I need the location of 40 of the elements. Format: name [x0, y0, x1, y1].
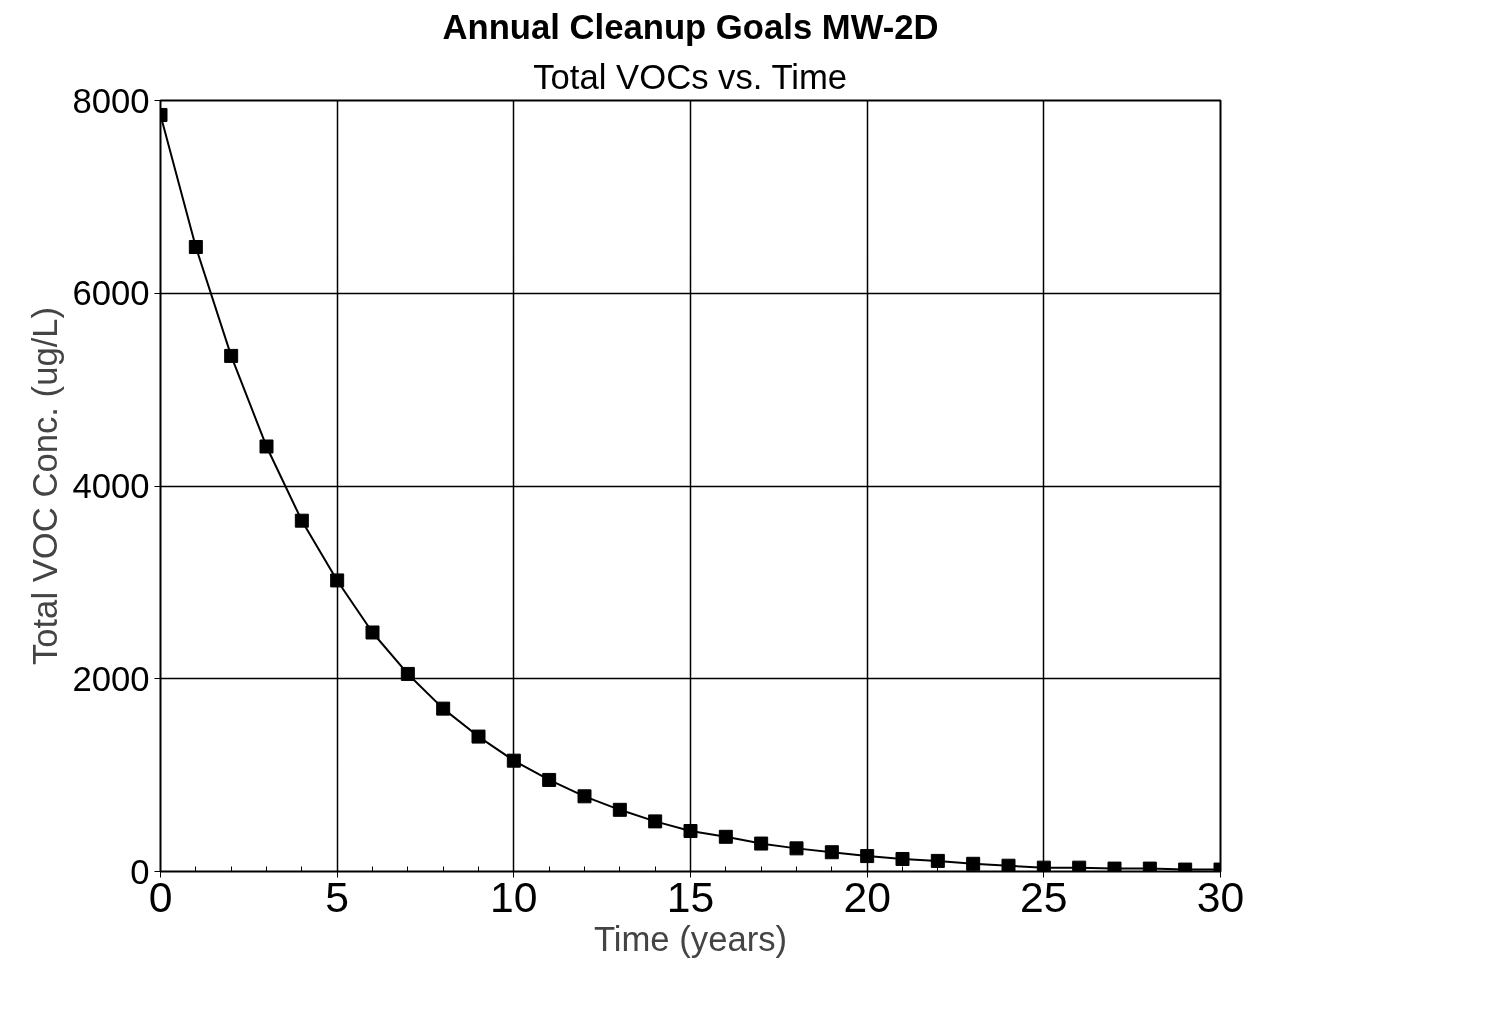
y-tick-label: 8000: [72, 81, 150, 120]
point: [1001, 858, 1016, 872]
point: [259, 439, 274, 454]
point: [365, 625, 380, 640]
y-tick-label: 6000: [72, 274, 150, 313]
chart-title: Annual Cleanup Goals MW-2D: [442, 7, 939, 46]
x-tick-label: 10: [490, 872, 538, 921]
point: [577, 789, 592, 804]
x-tick-label: 20: [843, 872, 891, 921]
point: [294, 513, 309, 528]
point: [718, 829, 733, 844]
chart-subtitle: Total VOCs vs. Time: [533, 57, 848, 96]
point: [1072, 860, 1087, 872]
point: [789, 841, 804, 856]
point: [966, 856, 981, 871]
point: [930, 853, 945, 868]
point: [824, 845, 839, 860]
point: [400, 666, 415, 681]
point: [506, 753, 521, 768]
y-tick-label: 4000: [72, 467, 150, 505]
x-tick-label: 25: [1020, 872, 1068, 921]
x-tick-label: 15: [666, 872, 715, 921]
point: [1036, 860, 1051, 872]
point: [648, 814, 663, 829]
y-axis-title: Total VOC Conc. (ug/L): [26, 306, 65, 666]
point: [754, 836, 769, 851]
y-tick-label: 2000: [72, 659, 150, 698]
point: [224, 348, 239, 363]
point: [895, 851, 910, 866]
point: [471, 729, 486, 744]
point: [683, 824, 698, 839]
point: [330, 573, 345, 588]
point: [542, 772, 557, 787]
x-axis-title: Time (years): [593, 919, 788, 958]
x-tick-label: 5: [325, 872, 350, 921]
point: [860, 849, 875, 864]
point: [612, 802, 627, 817]
point: [436, 701, 451, 716]
point: [188, 239, 203, 254]
x-tick-label: 30: [1196, 872, 1245, 921]
